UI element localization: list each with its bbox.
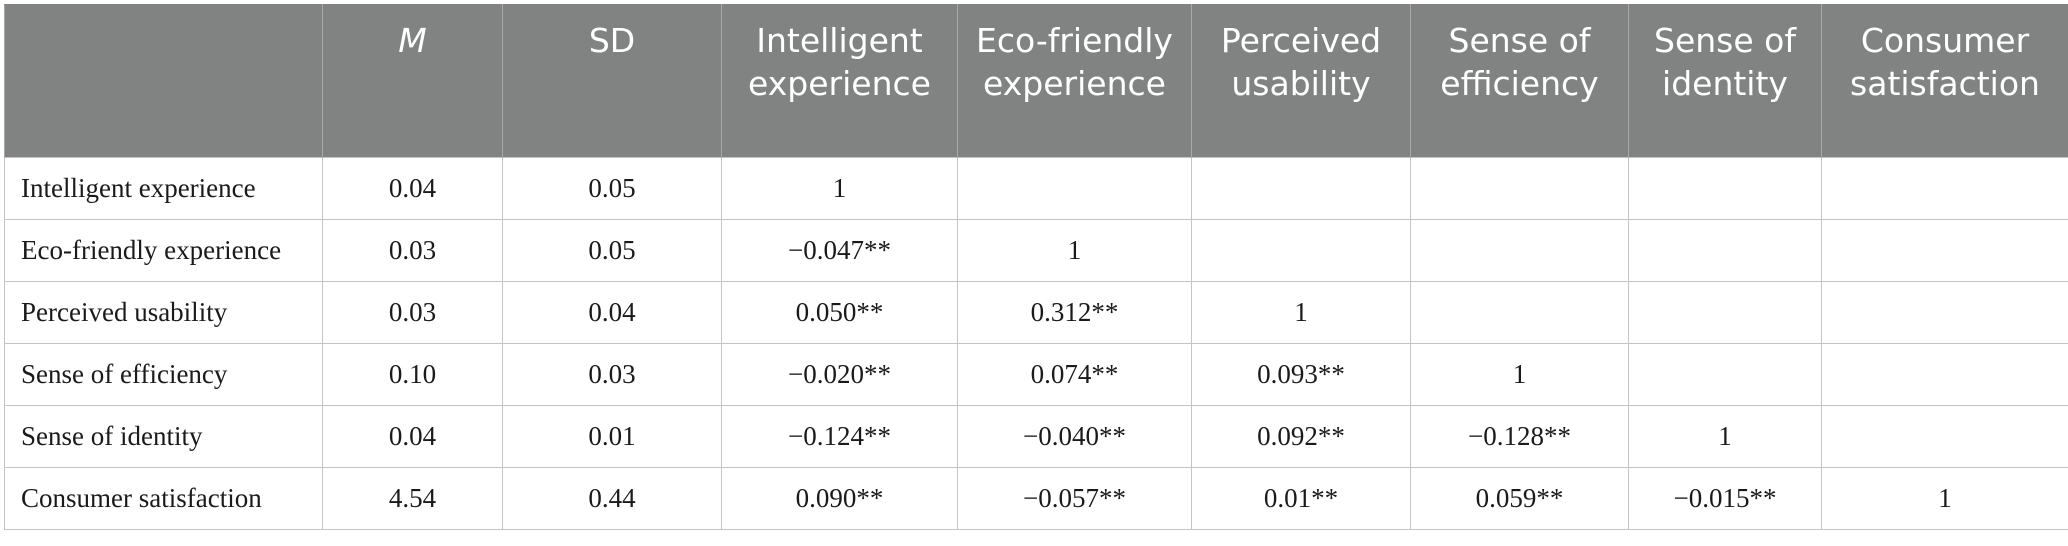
table-row: Intelligent experience 0.04 0.05 1	[4, 157, 2068, 220]
table-cell: 0.059**	[1410, 467, 1629, 530]
table-row: Eco-friendly experience 0.03 0.05 −0.047…	[4, 219, 2068, 282]
table-row: Perceived usability 0.03 0.04 0.050** 0.…	[4, 281, 2068, 344]
header-row: M SD Intelligent experience Eco-friendly…	[4, 4, 2068, 158]
table-cell: 0.074**	[957, 343, 1192, 406]
table-cell: 0.05	[502, 219, 722, 282]
table-cell: 1	[1821, 467, 2068, 530]
row-label: Sense of identity	[4, 405, 323, 468]
table-cell: 0.312**	[957, 281, 1192, 344]
table-cell	[1821, 157, 2068, 220]
table-cell: 0.10	[322, 343, 503, 406]
table-cell	[1410, 219, 1629, 282]
table-cell: −0.124**	[721, 405, 958, 468]
table-cell: 1	[721, 157, 958, 220]
table-cell: 1	[1628, 405, 1822, 468]
row-label: Eco-friendly experience	[4, 219, 323, 282]
header-cell-sense-of-identity: Sense of identity	[1628, 4, 1822, 158]
table-body: Intelligent experience 0.04 0.05 1 Eco-f…	[4, 157, 2068, 530]
table-cell	[1628, 343, 1822, 406]
correlation-table-container: M SD Intelligent experience Eco-friendly…	[4, 4, 2068, 530]
table-row: Sense of efficiency 0.10 0.03 −0.020** 0…	[4, 343, 2068, 406]
correlation-table: M SD Intelligent experience Eco-friendly…	[4, 4, 2068, 530]
table-cell: 0.093**	[1191, 343, 1411, 406]
table-cell: 0.01	[502, 405, 722, 468]
row-label: Perceived usability	[4, 281, 323, 344]
table-cell	[1628, 281, 1822, 344]
table-cell: −0.020**	[721, 343, 958, 406]
table-cell: 0.04	[502, 281, 722, 344]
table-cell: 0.44	[502, 467, 722, 530]
table-cell	[1821, 281, 2068, 344]
table-cell: 0.04	[322, 157, 503, 220]
table-cell: 1	[957, 219, 1192, 282]
table-cell	[1191, 157, 1411, 220]
table-cell: 0.03	[322, 281, 503, 344]
header-cell-mean: M	[322, 4, 503, 158]
table-cell: 0.03	[502, 343, 722, 406]
table-row: Consumer satisfaction 4.54 0.44 0.090** …	[4, 467, 2068, 530]
table-cell	[1628, 219, 1822, 282]
table-cell	[957, 157, 1192, 220]
header-cell-perceived-usability: Perceived usability	[1191, 4, 1411, 158]
header-cell-blank	[4, 4, 323, 158]
table-cell	[1410, 281, 1629, 344]
table-cell: 0.090**	[721, 467, 958, 530]
header-cell-sense-of-efficiency: Sense of efficiency	[1410, 4, 1629, 158]
table-cell	[1821, 343, 2068, 406]
table-cell	[1410, 157, 1629, 220]
table-cell	[1628, 157, 1822, 220]
row-label: Sense of efficiency	[4, 343, 323, 406]
row-label: Intelligent experience	[4, 157, 323, 220]
table-cell: −0.015**	[1628, 467, 1822, 530]
header-cell-eco-friendly-experience: Eco-friendly experience	[957, 4, 1192, 158]
table-cell	[1821, 219, 2068, 282]
table-cell: 0.05	[502, 157, 722, 220]
table-cell: 0.050**	[721, 281, 958, 344]
table-cell: 0.03	[322, 219, 503, 282]
row-label: Consumer satisfaction	[4, 467, 323, 530]
table-row: Sense of identity 0.04 0.01 −0.124** −0.…	[4, 405, 2068, 468]
table-header: M SD Intelligent experience Eco-friendly…	[4, 4, 2068, 158]
table-cell: 0.01**	[1191, 467, 1411, 530]
table-cell: −0.040**	[957, 405, 1192, 468]
table-cell: 0.04	[322, 405, 503, 468]
table-cell	[1821, 405, 2068, 468]
table-cell: 4.54	[322, 467, 503, 530]
table-cell: −0.047**	[721, 219, 958, 282]
table-cell: 1	[1191, 281, 1411, 344]
header-cell-sd: SD	[502, 4, 722, 158]
table-cell	[1191, 219, 1411, 282]
table-cell: −0.128**	[1410, 405, 1629, 468]
header-cell-intelligent-experience: Intelligent experience	[721, 4, 958, 158]
table-cell: 1	[1410, 343, 1629, 406]
table-cell: 0.092**	[1191, 405, 1411, 468]
header-cell-consumer-satisfaction: Consumer satisfaction	[1821, 4, 2068, 158]
table-cell: −0.057**	[957, 467, 1192, 530]
